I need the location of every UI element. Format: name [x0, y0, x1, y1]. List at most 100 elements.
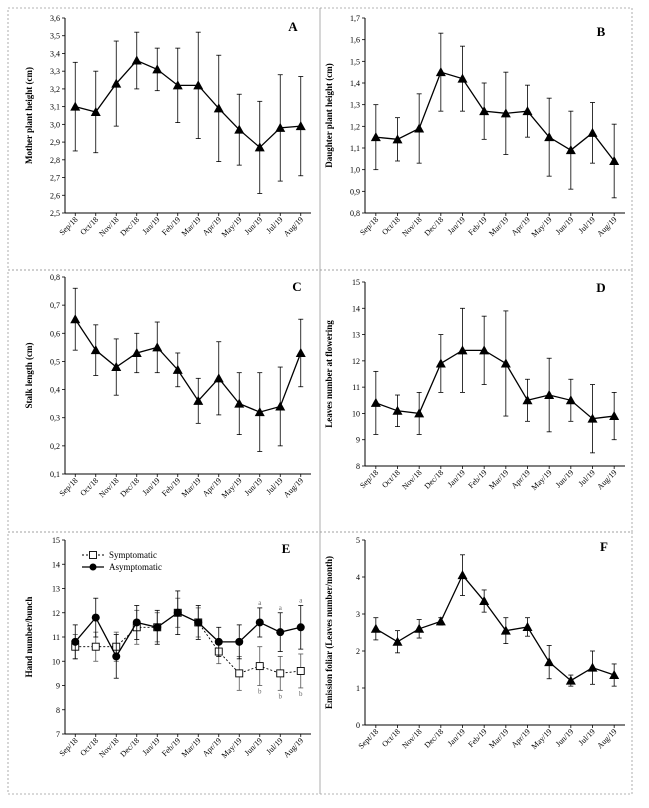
x-tick-label: Mar/19 [487, 468, 510, 491]
data-point [152, 64, 163, 74]
series-line [375, 71, 615, 162]
x-tick-label: Feb/19 [466, 468, 488, 490]
data-point [275, 122, 286, 132]
data-point [565, 145, 576, 155]
y-tick-label: 9 [56, 682, 60, 691]
x-tick-label: Jun/19 [243, 736, 264, 757]
data-point [500, 358, 511, 368]
y-tick-label: 0,8 [350, 209, 360, 218]
y-tick-label: 8 [56, 706, 60, 715]
x-tick-label: Dec/18 [423, 727, 446, 750]
y-tick-label: 1,5 [350, 57, 360, 66]
x-tick-label: Jan/19 [446, 468, 467, 489]
y-tick-label: 3,2 [50, 85, 60, 94]
data-point [91, 642, 100, 651]
x-tick-label: May/19 [220, 215, 244, 239]
x-tick-label: Mar/19 [180, 736, 203, 759]
x-tick-label: Dec/18 [118, 215, 141, 238]
y-tick-label: 1,7 [350, 14, 360, 23]
y-tick-label: 11 [352, 383, 360, 392]
y-tick-label: 2,9 [50, 138, 60, 147]
data-point [90, 106, 101, 116]
data-point [479, 596, 490, 606]
data-point [370, 132, 381, 142]
data-point [214, 637, 223, 646]
data-point [414, 123, 425, 133]
y-tick-label: 8 [356, 462, 360, 471]
significance-letter: a [279, 604, 283, 612]
data-point [172, 80, 183, 90]
y-tick-label: 0,3 [50, 414, 60, 423]
data-point [295, 121, 306, 131]
x-tick-label: Jul/19 [577, 215, 597, 235]
x-tick-label: Jun/19 [243, 215, 264, 236]
x-tick-label: Aug/19 [595, 468, 618, 491]
x-tick-label: May/19 [220, 736, 244, 760]
y-tick-label: 2 [356, 647, 360, 656]
y-tick-label: 3,6 [50, 14, 60, 23]
x-tick-label: Mar/19 [487, 727, 510, 750]
x-tick-label: Apr/19 [510, 215, 532, 237]
x-tick-label: Feb/19 [160, 476, 182, 498]
data-point [296, 623, 305, 632]
y-tick-label: 12 [52, 609, 60, 618]
data-point [544, 132, 555, 142]
data-point [132, 618, 141, 627]
x-tick-label: Mar/19 [487, 215, 510, 238]
data-point [71, 637, 80, 646]
y-tick-label: 10 [352, 409, 360, 418]
data-point [587, 662, 598, 672]
x-tick-label: Mar/19 [180, 476, 203, 499]
data-point [235, 669, 244, 678]
legend-marker [89, 563, 97, 571]
y-tick-label: 10 [52, 657, 60, 666]
significance-letter: b [299, 690, 303, 698]
x-tick-label: Oct/18 [380, 727, 402, 749]
y-tick-label: 13 [52, 585, 60, 594]
data-point [152, 342, 163, 352]
data-point [522, 106, 533, 116]
data-point [370, 397, 381, 407]
data-point [131, 347, 142, 357]
x-tick-label: Oct/18 [78, 215, 100, 237]
data-point [435, 616, 446, 626]
legend-label: Symptomatic [109, 550, 157, 560]
y-axis-title: Hand number/bunch [24, 597, 34, 678]
data-point [193, 395, 204, 405]
x-tick-label: Nov/18 [97, 476, 120, 499]
x-tick-label: Sep/18 [358, 215, 380, 237]
y-tick-label: 1,0 [350, 166, 360, 175]
series-line [375, 573, 615, 682]
data-point [392, 405, 403, 415]
data-point [522, 395, 533, 405]
y-tick-label: 13 [352, 331, 360, 340]
panel-letter: C [292, 279, 301, 294]
data-point [234, 398, 245, 408]
series-line [375, 349, 615, 420]
x-tick-label: May/19 [530, 727, 554, 751]
panel-letter: F [600, 539, 608, 554]
chart-panel-a: 2,5 2,6 2,7 2,8 2,9 3,0 3,1 3,2 3,3 3,4 3,5 3,6 Sep/… [7, 7, 321, 271]
x-tick-label: Jan/19 [141, 736, 162, 757]
data-point [544, 390, 555, 400]
x-tick-label: May/19 [220, 476, 244, 500]
data-point [153, 623, 162, 632]
x-tick-label: Nov/18 [400, 727, 423, 750]
significance-letter: a [299, 596, 303, 604]
y-tick-label: 4 [356, 573, 360, 582]
y-tick-label: 0,4 [50, 386, 60, 395]
series-stalk-length [70, 287, 306, 452]
panel-letter: B [597, 24, 606, 39]
y-tick-label: 3,5 [50, 32, 60, 41]
x-tick-label: Nov/18 [400, 468, 423, 491]
x-tick-label: Apr/19 [510, 468, 532, 490]
data-point [479, 345, 490, 355]
y-tick-label: 0,9 [350, 187, 360, 196]
data-point [173, 608, 182, 617]
y-tick-label: 12 [352, 357, 360, 366]
y-tick-label: 15 [52, 536, 60, 545]
y-tick-label: 2,8 [50, 156, 60, 165]
x-tick-label: Oct/18 [78, 736, 100, 758]
data-point [500, 625, 511, 635]
